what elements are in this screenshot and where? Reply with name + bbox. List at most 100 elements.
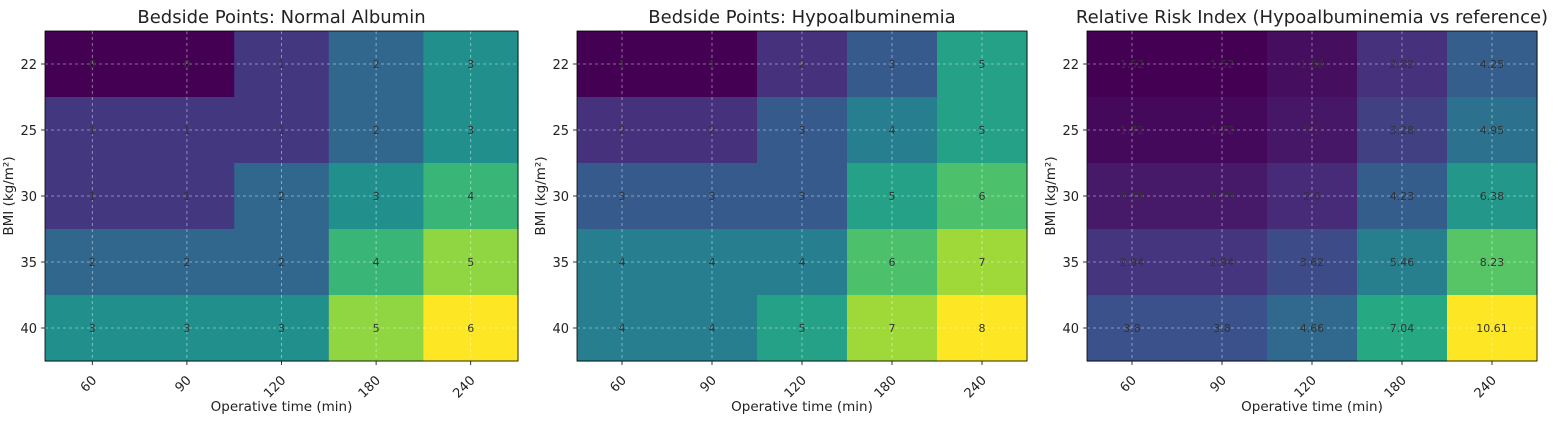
x-tick-label: 90 <box>698 373 720 395</box>
cell-value-label: 5.46 <box>1390 256 1415 269</box>
cell-value-label: 3 <box>799 190 806 203</box>
cell-value-label: 3.8 <box>1123 322 1141 335</box>
cell-value-label: 4 <box>619 322 626 335</box>
y-tick-label: 35 <box>20 256 37 271</box>
cell-value-label: 2.94 <box>1210 256 1235 269</box>
cell-value-label: 2 <box>183 256 190 269</box>
cell-value-label: 1 <box>183 190 190 203</box>
cell-value-label: 2 <box>373 58 380 71</box>
cell-value-label: 2 <box>278 256 285 269</box>
cell-value-label: 7 <box>979 256 986 269</box>
x-tick-label: 60 <box>78 373 100 395</box>
x-tick-label: 180 <box>872 373 900 401</box>
y-tick-label: 35 <box>1062 256 1079 271</box>
cell-value-label: 4 <box>467 190 474 203</box>
cell-value-label: 8.23 <box>1480 256 1505 269</box>
cell-value-label: 3.28 <box>1390 124 1415 137</box>
cell-value-label: 1 <box>619 58 626 71</box>
x-tick-label: 120 <box>261 373 289 401</box>
y-tick-label: 30 <box>1062 190 1079 205</box>
y-tick-label: 22 <box>20 58 37 73</box>
cell-value-label: 3 <box>373 190 380 203</box>
cell-value-label: 1 <box>89 190 96 203</box>
cell-value-label: 5 <box>979 124 986 137</box>
cell-value-label: 5 <box>979 58 986 71</box>
y-axis-label: BMI (kg/m²) <box>533 156 549 235</box>
cell-value-label: 2.15 <box>1120 190 1145 203</box>
cell-value-label: 8 <box>979 322 986 335</box>
cell-value-label: 1 <box>183 124 190 137</box>
cell-value-label: 2.94 <box>1120 256 1145 269</box>
chart-title: Relative Risk Index (Hypoalbuminemia vs … <box>1076 7 1548 28</box>
y-tick-label: 40 <box>1062 322 1079 337</box>
cell-value-label: 1 <box>89 124 96 137</box>
y-tick-label: 25 <box>20 124 37 139</box>
cell-value-label: 5 <box>467 256 474 269</box>
y-tick-label: 22 <box>552 58 569 73</box>
y-tick-label: 35 <box>552 256 569 271</box>
cell-value-label: 3 <box>799 124 806 137</box>
heatmap-panel-1: 0 0 1 2 31 1 1 2 31 1 2 3 42 2 2 4 53 3 3 5 660 90 120 180 24022… <box>1 7 519 415</box>
cell-value-label: 2.6 <box>1303 190 1321 203</box>
x-tick-label: 180 <box>356 373 384 401</box>
x-axis-label: Operative time (min) <box>1241 399 1383 415</box>
cell-value-label: 1 <box>278 124 285 137</box>
cell-value-label: 3.62 <box>1300 256 1325 269</box>
cell-value-label: 1.72 <box>1120 124 1145 137</box>
chart-title: Bedside Points: Hypoalbuminemia <box>648 7 955 28</box>
cell-value-label: 2.15 <box>1210 190 1235 203</box>
cell-value-label: 1.52 <box>1120 58 1145 71</box>
y-axis-label: BMI (kg/m²) <box>1 156 17 235</box>
cell-value-label: 1.86 <box>1300 58 1325 71</box>
cell-value-label: 4.66 <box>1300 322 1325 335</box>
y-tick-label: 30 <box>552 190 569 205</box>
cell-value-label: 2.82 <box>1390 58 1415 71</box>
x-axis-label: Operative time (min) <box>211 399 353 415</box>
y-tick-label: 25 <box>1062 124 1079 139</box>
cell-value-label: 3 <box>278 322 285 335</box>
cell-value-label: 4 <box>709 322 716 335</box>
y-tick-label: 40 <box>20 322 37 337</box>
x-tick-label: 120 <box>782 373 810 401</box>
cell-value-label: 3 <box>889 58 896 71</box>
cell-value-label: 4 <box>373 256 380 269</box>
cell-value-label: 5 <box>373 322 380 335</box>
x-tick-label: 240 <box>450 373 478 401</box>
x-tick-label: 180 <box>1382 373 1410 401</box>
y-axis-label: BMI (kg/m²) <box>1043 156 1059 235</box>
cell-value-label: 7.04 <box>1390 322 1415 335</box>
cell-value-label: 1 <box>709 58 716 71</box>
cell-value-label: 5 <box>799 322 806 335</box>
y-tick-label: 30 <box>20 190 37 205</box>
cell-value-label: 1 <box>278 58 285 71</box>
cell-value-label: 4.95 <box>1480 124 1505 137</box>
cell-value-label: 2 <box>619 124 626 137</box>
cell-value-label: 3 <box>467 124 474 137</box>
x-tick-label: 60 <box>1118 373 1140 395</box>
cell-value-label: 3 <box>89 322 96 335</box>
chart-title: Bedside Points: Normal Albumin <box>137 7 425 28</box>
cell-value-label: 6.38 <box>1480 190 1505 203</box>
cell-value-label: 3 <box>183 322 190 335</box>
x-axis-label: Operative time (min) <box>731 399 873 415</box>
cell-value-label: 2 <box>799 58 806 71</box>
cell-value-label: 4 <box>799 256 806 269</box>
cell-value-label: 1.52 <box>1210 58 1235 71</box>
cell-value-label: 7 <box>889 322 896 335</box>
cell-value-label: 0 <box>183 58 190 71</box>
cell-value-label: 3 <box>467 58 474 71</box>
cell-value-label: 10.61 <box>1476 322 1508 335</box>
cell-value-label: 2 <box>89 256 96 269</box>
cell-value-label: 2 <box>709 124 716 137</box>
cell-value-label: 1.72 <box>1210 124 1235 137</box>
x-tick-label: 60 <box>608 373 630 395</box>
cell-value-label: 4 <box>619 256 626 269</box>
cell-value-label: 6 <box>467 322 474 335</box>
y-tick-label: 25 <box>552 124 569 139</box>
cell-value-label: 2 <box>373 124 380 137</box>
x-tick-label: 120 <box>1292 373 1320 401</box>
y-tick-label: 22 <box>1062 58 1079 73</box>
y-tick-label: 40 <box>552 322 569 337</box>
x-tick-label: 240 <box>1472 373 1500 401</box>
cell-value-label: 4 <box>709 256 716 269</box>
